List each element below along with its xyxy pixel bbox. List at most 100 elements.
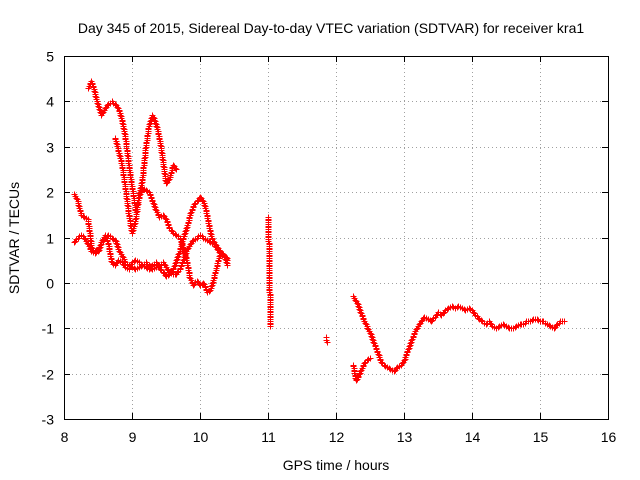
data-point-marker: [172, 260, 179, 267]
data-point-marker: [141, 155, 148, 162]
data-point-marker: [151, 117, 158, 124]
series-trace-e: [265, 214, 274, 330]
data-point-marker: [224, 257, 231, 264]
data-point-marker: [152, 120, 159, 127]
data-point-marker: [165, 272, 172, 279]
data-point-marker: [324, 339, 331, 346]
data-point-marker: [146, 121, 153, 128]
series-trace-b: [71, 194, 231, 280]
data-point-marker: [209, 280, 216, 287]
data-point-marker: [529, 317, 536, 324]
data-point-marker: [201, 202, 208, 209]
data-point-marker: [354, 300, 361, 307]
x-tick-labels: 8 9 10 11 12 13 14 15 16: [61, 429, 617, 445]
data-point-marker: [375, 351, 382, 358]
data-point-marker: [150, 200, 157, 207]
data-point-marker: [159, 156, 166, 163]
y-tick-label: 5: [46, 49, 54, 65]
grid-lines: [64, 56, 608, 419]
data-point-marker: [157, 266, 164, 273]
data-point-marker: [87, 237, 94, 244]
data-point-marker: [95, 103, 102, 110]
data-point-marker: [96, 245, 103, 252]
series-trace-c: [85, 78, 180, 214]
data-point-marker: [124, 202, 131, 209]
data-point-marker: [151, 203, 158, 210]
data-point-marker: [561, 318, 568, 325]
data-point-marker: [355, 303, 362, 310]
x-tick-label: 11: [261, 429, 276, 445]
x-axis-label: GPS time / hours: [283, 457, 390, 473]
data-point-marker: [96, 106, 103, 113]
data-point-marker: [208, 283, 215, 290]
data-point-marker: [158, 149, 165, 156]
data-point-marker: [123, 195, 130, 202]
data-point-marker: [160, 163, 167, 170]
y-tick-label: -2: [42, 367, 55, 383]
y-tick-label: 0: [46, 276, 54, 292]
series-trace-h: [350, 355, 374, 384]
chart-title: Day 345 of 2015, Sidereal Day-to-day VTE…: [78, 20, 584, 36]
data-point-marker: [183, 225, 190, 232]
data-point-marker: [150, 114, 157, 121]
data-point-marker: [173, 166, 180, 173]
data-point-marker: [407, 340, 414, 347]
data-point-marker: [132, 216, 139, 223]
data-point-marker: [174, 269, 181, 276]
data-point-marker: [112, 237, 119, 244]
data-point-marker: [113, 140, 120, 147]
data-point-marker: [116, 152, 123, 159]
x-tick-label: 16: [601, 429, 617, 445]
x-tick-label: 9: [129, 429, 137, 445]
data-point-marker: [216, 247, 223, 254]
y-tick-labels: -3 -2 -1 0 1 2 3 4 5: [42, 49, 55, 428]
data-point-marker: [171, 263, 178, 270]
data-point-marker: [133, 209, 140, 216]
data-point-marker: [138, 180, 145, 187]
series-trace-d: [112, 135, 231, 296]
axis-ticks: [64, 56, 609, 420]
data-point-marker: [367, 355, 374, 362]
data-point-marker: [223, 256, 230, 263]
data-points: [71, 78, 568, 384]
y-tick-label: 2: [46, 185, 54, 201]
y-tick-label: -1: [42, 321, 55, 337]
y-tick-label: 1: [46, 231, 54, 247]
data-point-marker: [75, 202, 82, 209]
data-point-marker: [124, 152, 131, 159]
series-trace-g: [350, 293, 568, 375]
data-point-marker: [131, 221, 138, 228]
y-axis-label: SDTVAR / TECUs: [6, 182, 22, 294]
data-point-marker: [378, 359, 385, 366]
data-point-marker: [174, 254, 181, 261]
series-trace-f: [323, 334, 331, 346]
data-point-marker: [153, 123, 160, 130]
data-point-marker: [161, 170, 168, 177]
data-point-marker: [369, 336, 376, 343]
data-point-marker: [207, 230, 214, 237]
x-tick-label: 14: [465, 429, 481, 445]
data-point-marker: [114, 243, 121, 250]
data-point-marker: [172, 165, 179, 172]
data-point-marker: [120, 125, 127, 132]
data-point-marker: [119, 120, 126, 127]
x-tick-label: 12: [329, 429, 345, 445]
data-point-marker: [181, 249, 188, 256]
data-point-marker: [134, 202, 141, 209]
data-point-marker: [191, 201, 198, 208]
data-point-marker: [92, 93, 99, 100]
data-point-marker: [437, 311, 444, 318]
data-point-marker: [129, 228, 136, 235]
y-tick-label: 4: [46, 94, 54, 110]
data-point-marker: [117, 112, 124, 119]
data-point-marker: [406, 343, 413, 350]
x-tick-label: 15: [533, 429, 549, 445]
data-point-marker: [95, 248, 102, 255]
data-point-marker: [94, 100, 101, 107]
data-point-marker: [367, 330, 374, 337]
data-point-marker: [356, 306, 363, 313]
data-point-marker: [505, 324, 512, 331]
x-tick-label: 13: [397, 429, 413, 445]
data-point-marker: [356, 371, 363, 378]
